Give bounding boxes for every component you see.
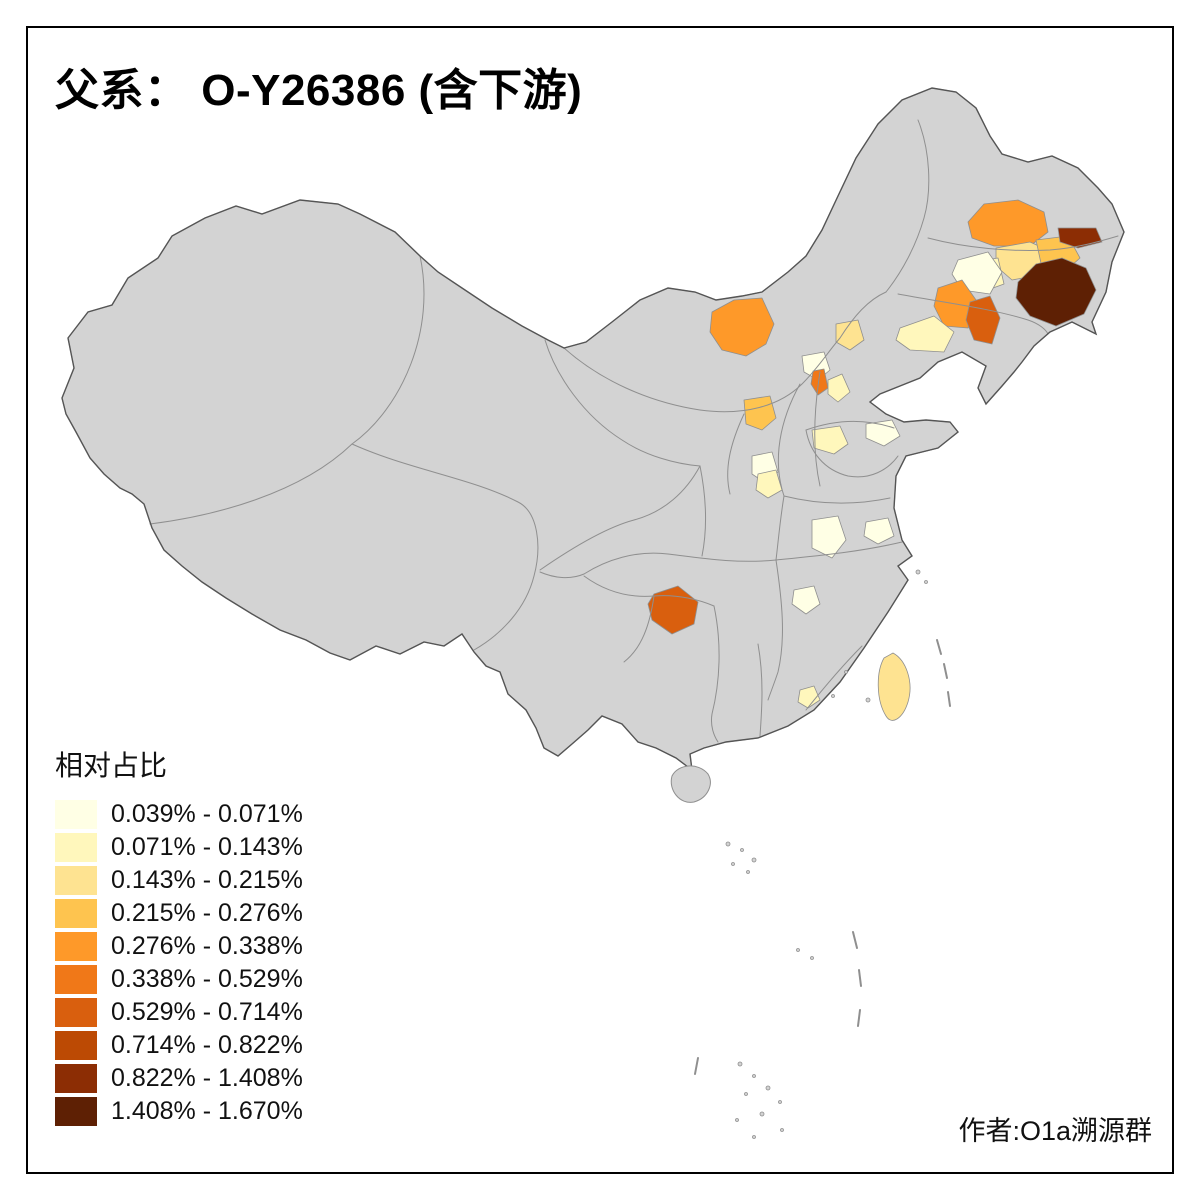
legend-title: 相对占比 (55, 750, 168, 781)
legend-swatch (55, 866, 97, 895)
nine-dash-line (694, 639, 951, 1075)
hainan-island-shape (670, 765, 711, 803)
legend-swatch (55, 1064, 97, 1093)
legend-row: 0.143% - 0.215% (55, 866, 303, 895)
legend-swatch (55, 800, 97, 829)
legend-bin-label: 0.529% - 0.714% (111, 998, 303, 1026)
legend-row: 0.822% - 1.408% (55, 1064, 303, 1093)
legend-row: 1.408% - 1.670% (55, 1097, 303, 1126)
legend-bin-label: 0.822% - 1.408% (111, 1064, 303, 1092)
prefecture-region (967, 199, 1049, 247)
legend-swatch (55, 932, 97, 961)
legend: 相对占比 0.039% - 0.071% 0.071% - 0.143% 0.143… (55, 744, 303, 1130)
prefecture-region (791, 585, 821, 615)
prefecture-region (709, 297, 775, 357)
legend-swatch (55, 998, 97, 1027)
legend-swatch (55, 833, 97, 862)
legend-row: 0.529% - 0.714% (55, 998, 303, 1027)
legend-row: 0.071% - 0.143% (55, 833, 303, 862)
legend-bin-label: 0.338% - 0.529% (111, 965, 303, 993)
legend-bin-label: 0.215% - 0.276% (111, 899, 303, 927)
prefecture-region (797, 685, 821, 709)
prefecture-region (810, 368, 829, 396)
legend-bin-label: 1.408% - 1.670% (111, 1097, 303, 1125)
legend-row: 0.276% - 0.338% (55, 932, 303, 961)
legend-swatch (55, 965, 97, 994)
legend-row: 0.215% - 0.276% (55, 899, 303, 928)
south-china-sea-islands (725, 569, 928, 1139)
province-boundaries (149, 119, 1119, 743)
legend-bin-label: 0.714% - 0.822% (111, 1031, 303, 1059)
prefecture-region (1015, 257, 1097, 327)
page-title: 父系： O-Y26386 (含下游) (55, 66, 583, 115)
legend-swatch (55, 1031, 97, 1060)
prefecture-region (895, 315, 955, 353)
prefecture-region (863, 517, 895, 545)
national-outline (61, 87, 1125, 772)
legend-bin-label: 0.039% - 0.071% (111, 800, 303, 828)
legend-swatch (55, 899, 97, 928)
colored-prefectures (647, 199, 1103, 709)
mainland-china-shape (61, 87, 1125, 772)
taiwan-island-shape (877, 652, 911, 721)
legend-bin-label: 0.143% - 0.215% (111, 866, 303, 894)
prefecture-region (865, 419, 901, 447)
prefecture-region (827, 373, 851, 403)
prefecture-region (965, 295, 1001, 345)
prefecture-region (755, 469, 783, 499)
prefecture-region (647, 585, 699, 635)
author-credit: 作者:O1a溯源群 (958, 1116, 1152, 1146)
prefecture-region (811, 515, 847, 559)
legend-row: 0.338% - 0.529% (55, 965, 303, 994)
legend-bin-label: 0.276% - 0.338% (111, 932, 303, 960)
legend-rows: 0.039% - 0.071% 0.071% - 0.143% 0.143% - 0… (55, 800, 303, 1126)
prefecture-region (811, 425, 849, 455)
prefecture-region (835, 319, 865, 351)
legend-bin-label: 0.071% - 0.143% (111, 833, 303, 861)
legend-row: 0.039% - 0.071% (55, 800, 303, 829)
legend-row: 0.714% - 0.822% (55, 1031, 303, 1060)
legend-swatch (55, 1097, 97, 1126)
